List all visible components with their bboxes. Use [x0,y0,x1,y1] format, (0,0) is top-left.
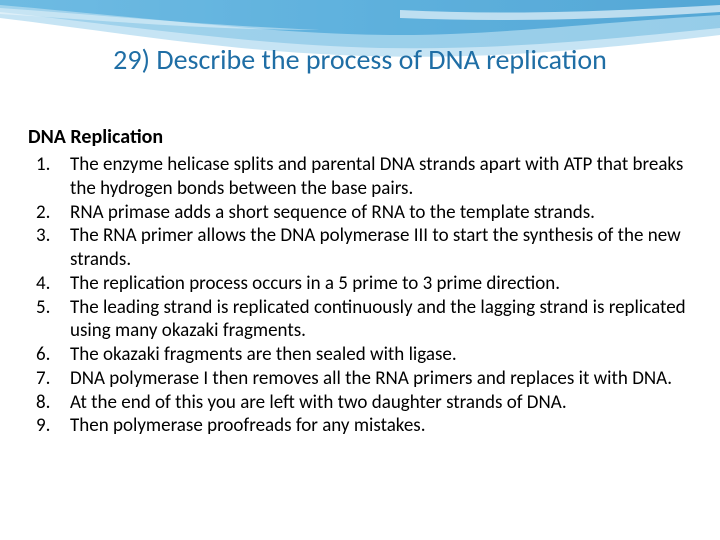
list-item: DNA polymerase I then removes all the RN… [28,367,692,391]
content-heading: DNA Replication [28,125,692,149]
list-item: The enzyme helicase splits and parental … [28,153,692,201]
list-item: The leading strand is replicated continu… [28,296,692,344]
list-item: At the end of this you are left with two… [28,391,692,415]
list-item: Then polymerase proofreads for any mista… [28,414,692,438]
list-item: The RNA primer allows the DNA polymerase… [28,224,692,272]
slide: 29) Describe the process of DNA replicat… [0,0,720,540]
list-item: The okazaki fragments are then sealed wi… [28,343,692,367]
list-item: RNA primase adds a short sequence of RNA… [28,201,692,225]
list-item: The replication process occurs in a 5 pr… [28,272,692,296]
steps-list: The enzyme helicase splits and parental … [28,153,692,438]
content-area: DNA Replication The enzyme helicase spli… [28,125,692,438]
slide-title: 29) Describe the process of DNA replicat… [0,42,720,77]
